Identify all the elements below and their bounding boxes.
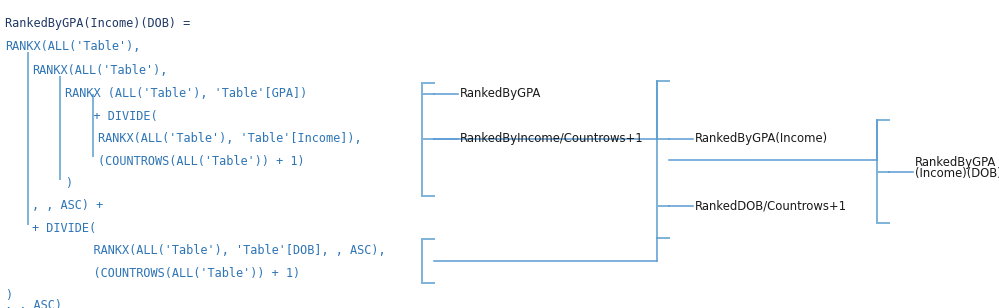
Text: RANKX(ALL('Table'), 'Table'[Income]),: RANKX(ALL('Table'), 'Table'[Income]),: [98, 132, 362, 145]
Text: (COUNTROWS(ALL('Table')) + 1): (COUNTROWS(ALL('Table')) + 1): [98, 155, 305, 168]
Text: RankedDOB/Countrows+1: RankedDOB/Countrows+1: [695, 199, 847, 212]
Text: ): ): [5, 289, 12, 302]
Text: RankedByGPA: RankedByGPA: [915, 156, 996, 169]
Text: RankedByGPA: RankedByGPA: [460, 87, 540, 100]
Text: RANKX (ALL('Table'), 'Table'[GPA]): RANKX (ALL('Table'), 'Table'[GPA]): [65, 87, 307, 100]
Text: , , ASC): , , ASC): [5, 299, 62, 308]
Text: + DIVIDE(: + DIVIDE(: [32, 222, 96, 235]
Text: RankedByIncome/Countrows+1: RankedByIncome/Countrows+1: [460, 132, 643, 145]
Text: RankedByGPA(Income)(DOB) =: RankedByGPA(Income)(DOB) =: [5, 17, 190, 30]
Text: (Income)(DOB): (Income)(DOB): [915, 167, 999, 180]
Text: ): ): [65, 177, 72, 190]
Text: (Income)(DOB): (Income)(DOB): [915, 167, 999, 180]
Text: RANKX(ALL('Table'), 'Table'[DOB], , ASC),: RANKX(ALL('Table'), 'Table'[DOB], , ASC)…: [65, 244, 386, 257]
Text: RANKX(ALL('Table'),: RANKX(ALL('Table'),: [5, 40, 141, 53]
Text: RANKX(ALL('Table'),: RANKX(ALL('Table'),: [32, 63, 168, 76]
Text: + DIVIDE(: + DIVIDE(: [65, 110, 158, 123]
Text: RankedByGPA(Income): RankedByGPA(Income): [695, 132, 828, 145]
Text: (COUNTROWS(ALL('Table')) + 1): (COUNTROWS(ALL('Table')) + 1): [65, 266, 300, 279]
Text: , , ASC) +: , , ASC) +: [32, 199, 103, 212]
